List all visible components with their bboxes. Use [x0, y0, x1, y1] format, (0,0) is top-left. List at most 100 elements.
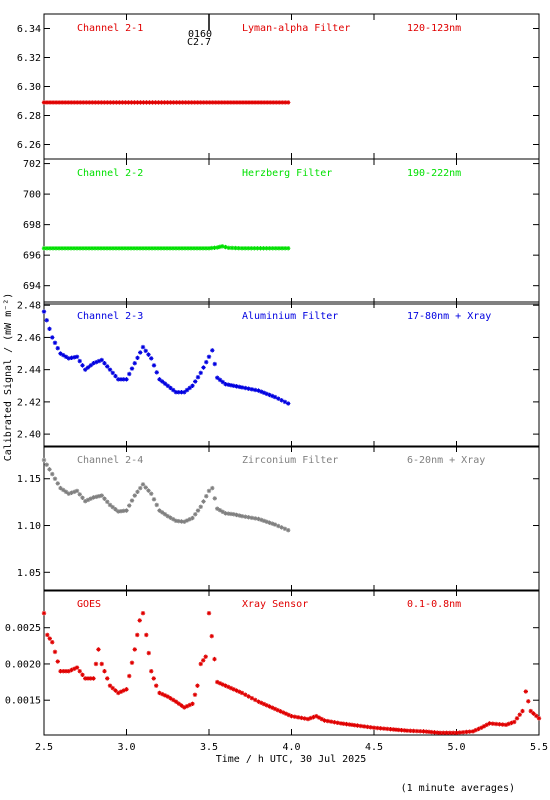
data-point: [127, 673, 132, 679]
data-point: [137, 618, 142, 623]
data-point: [77, 358, 82, 364]
data-point: [143, 485, 148, 490]
data-point: [190, 383, 195, 388]
panel-filter-label: Lyman-alpha Filter: [242, 23, 350, 34]
data-point: [134, 246, 140, 251]
data-point: [190, 701, 195, 707]
data-point: [119, 246, 125, 251]
data-point: [198, 370, 203, 376]
axis-labels: 6.26 6.28 6.30 6.32 6.34 Channel 2-1 Lyman-alp…: [5, 23, 548, 753]
data-point: [190, 515, 195, 521]
y-tick-label: 1.05: [17, 568, 41, 579]
data-point: [187, 517, 192, 522]
data-point: [286, 527, 291, 533]
data-point: [520, 708, 525, 714]
data-point: [201, 499, 206, 504]
data-point: [239, 513, 245, 519]
data-point: [272, 394, 278, 400]
data-point: [210, 100, 216, 105]
data-point: [80, 246, 86, 251]
data-point: [279, 525, 284, 530]
data-point: [531, 711, 536, 716]
data-point: [58, 485, 63, 491]
data-point: [192, 692, 198, 697]
data-point: [41, 457, 47, 463]
data-point: [378, 726, 383, 731]
panel-filter-label: Xray Sensor: [242, 599, 308, 610]
data-point: [210, 348, 215, 353]
data-point: [140, 482, 146, 487]
y-tick-label: 696: [23, 251, 41, 262]
data-point: [144, 632, 149, 638]
data-point: [204, 494, 209, 499]
y-tick-label: 1.10: [17, 521, 41, 532]
y-tick-label: 2.44: [17, 365, 41, 376]
panel-filter-label: Aluminium Filter: [242, 311, 338, 322]
data-points: [41, 100, 542, 736]
data-point: [110, 370, 115, 376]
data-point: [195, 508, 201, 513]
data-point: [192, 100, 197, 105]
data-point: [514, 716, 520, 721]
data-point: [225, 100, 231, 105]
y-tick-label: 694: [23, 281, 41, 292]
y-tick-label: 6.32: [17, 53, 41, 64]
data-point: [117, 100, 122, 105]
data-point: [509, 720, 514, 726]
data-point: [534, 713, 539, 719]
data-point: [217, 377, 223, 383]
data-point: [132, 100, 137, 105]
data-point: [322, 718, 327, 723]
panel-band-label: 6-20nm + Xray: [407, 455, 485, 466]
data-point: [226, 245, 231, 251]
data-point: [127, 371, 132, 377]
panel-channel-label: Channel 2-2: [77, 168, 143, 179]
data-point: [107, 367, 113, 372]
data-point: [341, 721, 346, 726]
data-point: [45, 632, 50, 638]
data-point: [113, 373, 118, 379]
data-point: [55, 345, 60, 351]
panel-channel-label: Channel 2-1: [77, 23, 143, 34]
data-point: [85, 365, 91, 370]
data-point: [165, 513, 170, 519]
data-point: [253, 387, 258, 393]
data-point: [146, 488, 151, 493]
data-point: [151, 497, 157, 502]
y-axis-label: Calibrated Signal / (mW m⁻²): [3, 293, 14, 462]
y-tick-label: 2.48: [17, 301, 41, 312]
data-point: [344, 721, 349, 727]
data-point: [243, 385, 248, 391]
y-tick-label: 6.30: [17, 82, 41, 93]
data-point: [223, 244, 228, 250]
data-point: [105, 100, 110, 105]
data-point: [66, 356, 71, 361]
y-tick-label: 6.34: [17, 24, 41, 35]
data-point: [50, 471, 55, 477]
data-point: [292, 714, 297, 719]
panel-frame-3: [43, 301, 540, 448]
y-tick-label: 2.46: [17, 333, 41, 344]
data-point: [99, 661, 104, 667]
data-point: [282, 526, 288, 531]
data-point: [157, 508, 162, 513]
data-point: [102, 361, 107, 366]
panel-band-label: 0.1-0.8nm: [407, 599, 461, 610]
data-point: [110, 685, 115, 691]
data-point: [328, 719, 334, 724]
data-point: [140, 611, 146, 616]
data-point: [129, 366, 135, 371]
data-point: [74, 354, 80, 359]
data-point: [418, 729, 423, 734]
data-point: [212, 656, 217, 662]
data-point: [55, 481, 60, 486]
data-point: [299, 715, 304, 721]
data-point: [352, 723, 357, 728]
data-point: [493, 721, 499, 727]
data-point: [154, 683, 159, 688]
data-point: [154, 370, 159, 375]
x-tick-label: 3.0: [117, 742, 135, 753]
data-point: [149, 356, 154, 361]
y-tick-label: 702: [23, 159, 41, 170]
data-point: [74, 488, 80, 494]
